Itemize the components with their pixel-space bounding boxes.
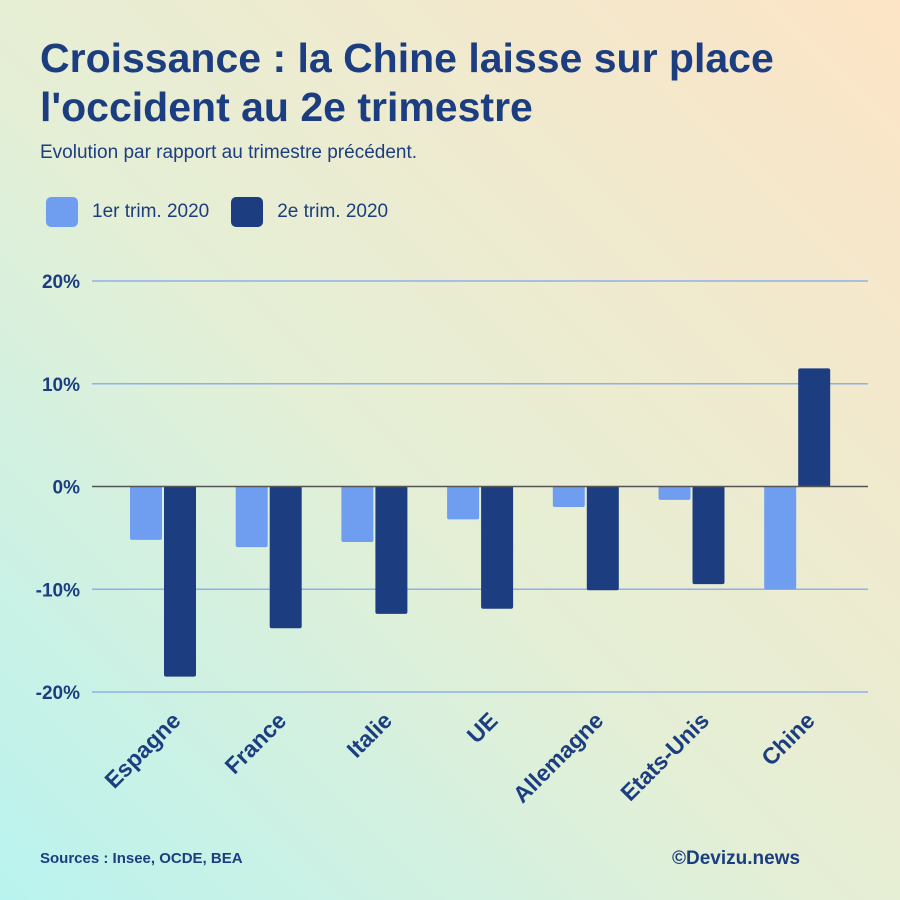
bar-france-series-2 [269,486,302,629]
bar-allemagne-series-2 [586,486,619,591]
legend-label-series-1: 1er trim. 2020 [92,201,210,222]
bar-allemagne-series-1 [552,486,585,508]
sources-note: Sources : Insee, OCDE, BEA [40,850,243,867]
y-tick-label: 20% [42,272,80,293]
bar-italie-series-1 [341,486,374,542]
x-tick-label: Allemagne [508,707,609,808]
legend: 1er trim. 2020 2e trim. 2020 [46,197,410,227]
bar-espagne-series-2 [164,486,196,677]
y-tick-label: -10% [36,580,80,601]
bar-chine-series-1 [764,486,797,590]
y-tick-label: -20% [36,683,80,704]
x-tick-label: France [220,707,292,779]
bar-italie-series-2 [375,486,408,614]
x-tick-label: Chine [756,707,820,771]
legend-item-series-2: 2e trim. 2020 [231,197,388,227]
x-tick-label: Italie [341,707,396,762]
x-tick-label: Etats-Unis [615,707,714,806]
bar-ue-series-2 [481,486,514,609]
bar-etats-unis-series-1 [658,486,691,500]
chart-title: Croissance : la Chine laisse sur place l… [40,35,774,130]
legend-item-series-1: 1er trim. 2020 [46,197,209,227]
bar-france-series-1 [235,486,268,548]
legend-swatch-series-1 [46,197,78,227]
y-tick-label: 10% [42,375,80,396]
legend-label-series-2: 2e trim. 2020 [277,201,389,222]
bar-ue-series-1 [447,486,480,520]
credit-logo: ©Devizu.news [672,848,801,869]
x-tick-label: UE [462,707,503,748]
y-tick-label: 0% [53,478,81,499]
bar-chine-series-2 [798,368,831,487]
x-tick-label: Espagne [99,707,185,793]
bar-espagne-series-1 [130,486,162,540]
legend-swatch-series-2 [231,197,264,227]
bar-etats-unis-series-2 [692,486,725,585]
chart-subtitle: Evolution par rapport au trimestre précé… [40,142,418,163]
